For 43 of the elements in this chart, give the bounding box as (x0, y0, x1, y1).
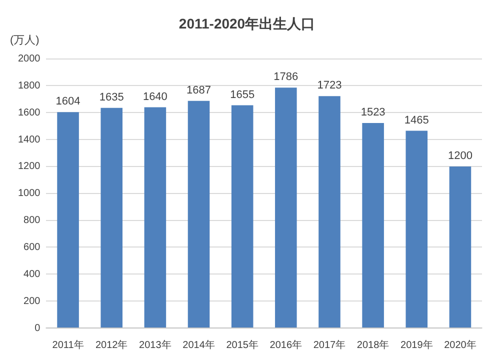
x-tick-label: 2012年 (95, 338, 128, 351)
x-tick-label: 2014年 (182, 338, 215, 351)
bar (100, 108, 123, 328)
data-label: 1523 (360, 106, 386, 119)
y-tick-label: 1600 (18, 107, 41, 118)
bar (57, 112, 79, 328)
x-tick-label: 2016年 (270, 338, 302, 351)
bar (144, 107, 166, 328)
y-tick-label: 1200 (18, 161, 41, 172)
y-tick-label: 600 (24, 242, 41, 253)
data-label: 1723 (317, 80, 342, 92)
y-tick-label: 400 (24, 268, 41, 280)
y-axis-title: (万人) (10, 34, 40, 47)
data-label: 1655 (230, 88, 255, 101)
y-tick-label: 2000 (18, 54, 41, 65)
data-label: 1786 (274, 71, 298, 84)
bar (406, 130, 428, 328)
y-tick-label: 800 (24, 215, 41, 226)
y-tick-label: 0 (34, 322, 41, 334)
bar (318, 96, 340, 328)
x-tick-label: 2011年 (52, 338, 84, 351)
x-tick-label: 2019年 (400, 338, 433, 351)
data-label: 1200 (448, 150, 472, 162)
bar (449, 166, 472, 328)
y-tick-label: 200 (24, 296, 41, 307)
y-tick-label: 1000 (18, 188, 41, 200)
bar (188, 100, 210, 328)
chart-title: 2011-2020年出生人口 (178, 15, 316, 32)
bar (231, 105, 254, 328)
y-tick-label: 1400 (18, 134, 41, 146)
data-label: 1604 (56, 96, 80, 108)
data-label: 1687 (186, 84, 211, 96)
x-tick-label: 2018年 (356, 338, 390, 351)
y-tick-label: 1800 (18, 80, 41, 92)
data-label: 1635 (99, 91, 124, 104)
x-tick-label: 2013年 (139, 338, 172, 351)
data-label: 1465 (404, 114, 429, 126)
bar (362, 123, 384, 328)
bar (275, 88, 297, 328)
x-tick-label: 2015年 (226, 338, 258, 351)
data-label: 1640 (142, 90, 168, 103)
x-tick-label: 2017年 (313, 338, 346, 351)
x-tick-label: 2020年 (444, 338, 476, 351)
